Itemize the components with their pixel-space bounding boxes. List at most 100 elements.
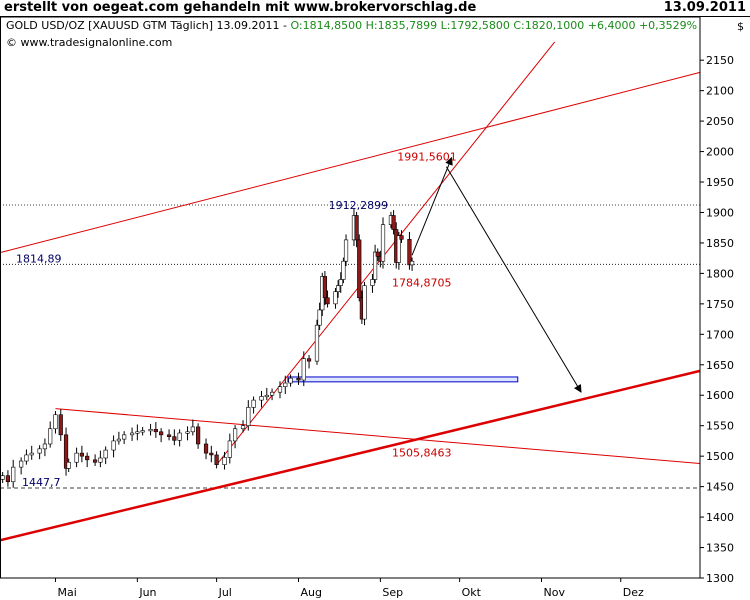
candle-body [222,457,227,465]
candle-body [66,461,71,469]
y-tick-label: 1550 [706,420,734,433]
annotations: 1912,2899 1991,5601 1784,8705 1505,8463 [329,151,457,460]
candle-body [269,391,275,396]
candle-body [135,431,140,434]
candle-body [409,260,415,266]
candle-body [362,285,367,320]
plot-frame [0,16,701,579]
candle-body [53,414,58,430]
candle-body [63,434,69,469]
trend-line-falling-line [55,408,701,464]
candle-body [153,429,158,433]
candle-body [341,260,346,280]
x-tick-label: Sep [382,586,403,599]
x-tick-label: Dez [623,586,644,599]
candle-body [370,279,375,286]
candle-body [24,454,29,462]
candle-body [103,449,108,459]
candle-body [42,443,48,450]
candle-body [227,440,232,458]
currency-symbol: $ [737,20,744,33]
candle-body [79,452,84,457]
candle-body [29,452,34,456]
candle-body [277,386,283,393]
y-tick-label: 2050 [706,115,734,128]
y-tick-label: 1350 [706,542,734,555]
arrow-down [445,166,582,393]
y-tick-label: 1800 [706,267,734,280]
x-tick-label: Jun [138,586,156,599]
copyright-notice: © www.tradesignalonline.com [6,36,173,49]
candle-body [375,251,380,257]
candle-body [372,251,378,280]
x-tick-label: Mai [57,586,76,599]
candle-body [98,457,103,463]
annotation-label: 1912,2899 [329,199,389,212]
candle-body [314,324,320,362]
y-tick-label: 1450 [706,481,734,494]
candle-body [322,276,328,299]
candlesticks [0,208,415,488]
candle-body [196,426,201,445]
y-tick-label: 1900 [706,206,734,219]
candle-body [336,285,341,292]
candle-body [92,459,98,463]
x-tick-label: Nov [544,586,566,599]
candle-body [177,432,182,441]
x-tick-label: Aug [300,586,321,599]
candle-body [283,382,288,388]
candle-body [19,460,24,468]
candle-body [58,414,63,436]
y-tick-label: 1500 [706,450,734,463]
candle-body [407,238,412,266]
candle-body [306,358,312,362]
y-tick-label: 1750 [706,298,734,311]
y-tick-label: 2000 [706,146,734,159]
ohlc-values: O:1814,8500 H:1835,7899 L:1792,5800 C:18… [290,19,698,32]
y-tick-label: 2150 [706,54,734,67]
candle-body [116,438,121,442]
arrow-up [411,156,453,256]
y-tick-label: 1700 [706,328,734,341]
trend-line-upper-channel [0,71,701,254]
candle-body [172,436,177,441]
candle-body [0,475,5,480]
candle-body [399,235,404,240]
candle-body [140,430,145,433]
y-tick-label: 1300 [706,572,734,585]
forecast-arrows [411,156,582,393]
level-label: 1447,7 [22,476,61,489]
candle-body [74,452,79,463]
annotation-label: 1784,8705 [392,277,452,290]
candle-body [391,215,396,230]
candle-body [325,297,330,305]
candle-body [190,426,195,433]
candle-body [214,454,219,465]
candle-body [85,455,90,461]
channel-rect [287,376,519,383]
candle-body [354,215,359,241]
candle-body [48,428,53,445]
y-tick-label: 1850 [706,237,734,250]
y-tick-label: 1600 [706,389,734,402]
candle-body [251,399,256,408]
x-tick-label: Jul [218,586,232,599]
trend-line-long-support [0,369,701,542]
candle-body [301,358,306,381]
channel-box [287,376,519,383]
candle-body [333,291,338,305]
annotation-label: 1991,5601 [397,151,457,164]
candle-body [37,448,42,454]
annotation-label: 1505,8463 [392,447,452,460]
axes: 1300 1350 1400 1450 1500 1550 1600 1650 1700 1750… [0,16,734,599]
candle-body [343,239,349,262]
candle-body [129,432,135,436]
header-date: 13.09.2011 [663,0,746,15]
candle-body [159,431,164,436]
candle-body [148,429,153,432]
instrument-label: GOLD USD/OZ [XAUUSD GTM Täglich] 13.09.2… [6,19,287,32]
y-tick-label: 1400 [706,511,734,524]
y-tick-label: 2100 [706,85,734,98]
y-tick-label: 1950 [706,176,734,189]
